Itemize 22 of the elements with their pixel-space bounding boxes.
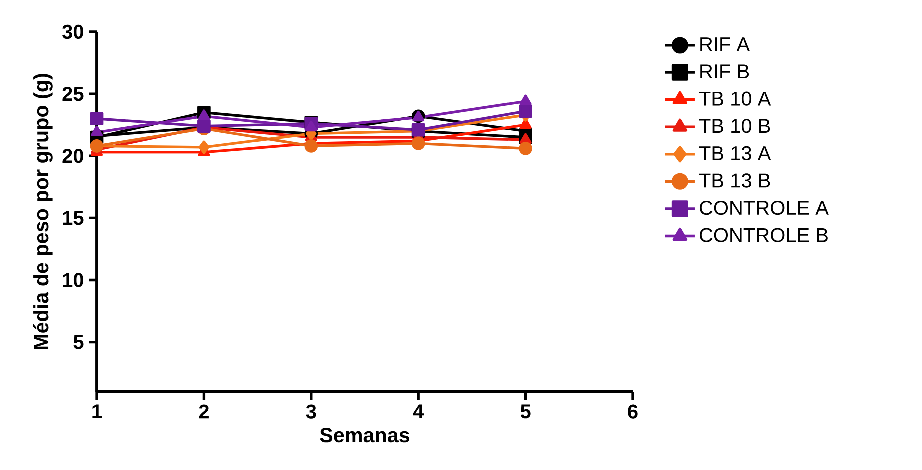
y-tick-label: 25 <box>62 86 84 102</box>
x-axis-title: Semanas <box>320 428 410 443</box>
legend-label: RIF A <box>700 38 750 52</box>
x-tick-label: 5 <box>520 404 531 419</box>
y-tick-label: 15 <box>63 211 84 226</box>
x-tick-label: 4 <box>413 404 424 418</box>
y-tick-label: 30 <box>62 24 84 40</box>
x-tick-label: 3 <box>306 404 316 419</box>
legend-label: TB 10 B <box>699 119 770 134</box>
y-tick-label: 20 <box>62 149 84 164</box>
legend-label: TB 13 A <box>699 146 772 161</box>
x-tick-label: 2 <box>199 404 209 419</box>
legend-label: RIF B <box>700 64 750 78</box>
y-tick-label: 10 <box>63 273 84 288</box>
legend-label: CONTROLE B <box>700 228 828 242</box>
legend-label: TB 13 B <box>699 174 770 188</box>
x-tick-label: 6 <box>628 404 638 419</box>
x-tick-label: 1 <box>92 404 102 418</box>
y-axis-title: Média de peso por grupo (g) <box>33 74 53 350</box>
y-tick-label: 5 <box>74 335 84 350</box>
legend-label: TB 10 A <box>699 92 772 106</box>
legend-label: CONTROLE A <box>700 200 829 216</box>
